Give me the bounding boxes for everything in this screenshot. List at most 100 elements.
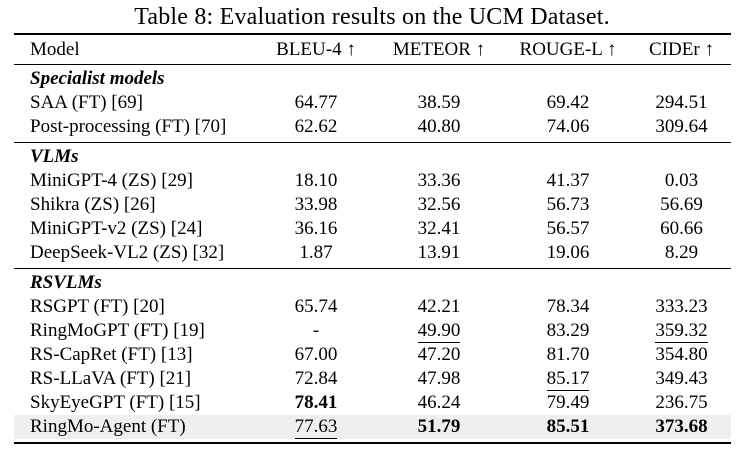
metric-value: 8.29 bbox=[664, 242, 699, 263]
metric-value: 33.98 bbox=[294, 194, 338, 215]
results-table: Model BLEU-4 ↑ METEOR ↑ ROUGE-L ↑ CIDEr ↑ Sp… bbox=[14, 33, 731, 444]
metric-value: 19.06 bbox=[546, 242, 590, 263]
table-header-row: Model BLEU-4 ↑ METEOR ↑ ROUGE-L ↑ CIDEr ↑ bbox=[14, 35, 731, 65]
metric-value: 85.51 bbox=[546, 416, 590, 437]
column-header-model: Model bbox=[30, 38, 80, 60]
metric-value: 60.66 bbox=[660, 218, 703, 239]
metric-cell: 56.73 bbox=[504, 193, 632, 217]
metric-value: 354.80 bbox=[655, 344, 708, 365]
metric-value: 65.74 bbox=[294, 296, 338, 317]
metric-cell: 1.87 bbox=[258, 241, 374, 265]
table-row: RingMo-Agent (FT) 77.63 51.79 85.51 373.68 bbox=[14, 415, 731, 439]
table-row: SkyEyeGPT (FT) [15] 78.41 46.24 79.49 236.75 bbox=[14, 391, 731, 415]
metric-cell: 333.23 bbox=[632, 295, 731, 319]
metric-cell: - bbox=[258, 319, 374, 343]
metric-value: 36.16 bbox=[294, 218, 338, 239]
metric-value: 47.98 bbox=[417, 368, 461, 389]
metric-cell: 373.68 bbox=[632, 415, 731, 439]
metric-cell: 18.10 bbox=[258, 169, 374, 193]
metric-value: 78.41 bbox=[294, 392, 338, 413]
metric-value: 85.17 bbox=[546, 368, 590, 391]
metric-value: 32.56 bbox=[417, 194, 461, 215]
metric-cell: 42.21 bbox=[374, 295, 504, 319]
metric-cell: 60.66 bbox=[632, 217, 731, 241]
model-cell: RSGPT (FT) [20] bbox=[30, 296, 165, 317]
metric-cell: 46.24 bbox=[374, 391, 504, 415]
column-header-metric: METEOR ↑ bbox=[392, 38, 486, 60]
metric-value: 33.36 bbox=[417, 170, 461, 191]
metric-cell: 19.06 bbox=[504, 241, 632, 265]
metric-value: 1.87 bbox=[299, 242, 333, 263]
section-label: VLMs bbox=[30, 146, 79, 167]
metric-value: 51.79 bbox=[417, 416, 461, 437]
metric-cell: 51.79 bbox=[374, 415, 504, 439]
metric-value: 56.73 bbox=[546, 194, 590, 215]
section-label-row: VLMs bbox=[14, 145, 731, 169]
model-cell: MiniGPT-v2 (ZS) [24] bbox=[30, 218, 203, 239]
metric-cell: 69.42 bbox=[504, 91, 632, 115]
metric-cell: 359.32 bbox=[632, 319, 731, 343]
metric-cell: 32.41 bbox=[374, 217, 504, 241]
metric-cell: 309.64 bbox=[632, 115, 731, 139]
metric-value: 42.21 bbox=[417, 296, 461, 317]
metric-value: 56.57 bbox=[546, 218, 590, 239]
table-row: RS-CapRet (FT) [13] 67.00 47.20 81.70 354.80 bbox=[14, 343, 731, 367]
table-row: MiniGPT-v2 (ZS) [24] 36.16 32.41 56.57 60.66 bbox=[14, 217, 731, 241]
table-row: RS-LLaVA (FT) [21] 72.84 47.98 85.17 349.43 bbox=[14, 367, 731, 391]
metric-cell: 67.00 bbox=[258, 343, 374, 367]
metric-cell: 62.62 bbox=[258, 115, 374, 139]
metric-cell: 56.69 bbox=[632, 193, 731, 217]
metric-cell: 13.91 bbox=[374, 241, 504, 265]
metric-cell: 33.98 bbox=[258, 193, 374, 217]
metric-cell: 32.56 bbox=[374, 193, 504, 217]
metric-value: 309.64 bbox=[655, 116, 708, 137]
column-header-metric: CIDEr ↑ bbox=[649, 38, 714, 60]
model-cell: Shikra (ZS) [26] bbox=[30, 194, 156, 215]
model-cell: SAA (FT) [69] bbox=[30, 92, 143, 113]
section-label-row: Specialist models bbox=[14, 67, 731, 91]
metric-cell: 40.80 bbox=[374, 115, 504, 139]
metric-value: 83.29 bbox=[546, 320, 590, 341]
metric-value: 32.41 bbox=[417, 218, 461, 239]
metric-cell: 65.74 bbox=[258, 295, 374, 319]
metric-cell: 85.17 bbox=[504, 367, 632, 391]
metric-cell: 0.03 bbox=[632, 169, 731, 193]
metric-cell: 79.49 bbox=[504, 391, 632, 415]
column-header-metric: ROUGE-L ↑ bbox=[519, 38, 617, 60]
metric-cell: 72.84 bbox=[258, 367, 374, 391]
metric-value: 18.10 bbox=[294, 170, 338, 191]
metric-cell: 78.41 bbox=[258, 391, 374, 415]
metric-cell: 8.29 bbox=[632, 241, 731, 265]
section-label: RSVLMs bbox=[30, 272, 102, 293]
metric-cell: 38.59 bbox=[374, 91, 504, 115]
metric-value: 79.49 bbox=[546, 392, 590, 413]
metric-value: 77.63 bbox=[294, 416, 338, 439]
metric-value: 294.51 bbox=[655, 92, 708, 113]
metric-value: 46.24 bbox=[417, 392, 461, 413]
metric-value: 81.70 bbox=[546, 344, 590, 365]
metric-cell: 236.75 bbox=[632, 391, 731, 415]
table-row: MiniGPT-4 (ZS) [29] 18.10 33.36 41.37 0.03 bbox=[14, 169, 731, 193]
metric-value: 78.34 bbox=[546, 296, 590, 317]
metric-cell: 294.51 bbox=[632, 91, 731, 115]
model-cell: DeepSeek-VL2 (ZS) [32] bbox=[30, 242, 225, 263]
metric-value: 47.20 bbox=[417, 344, 461, 365]
model-cell: RingMoGPT (FT) [19] bbox=[30, 320, 205, 341]
metric-cell: 74.06 bbox=[504, 115, 632, 139]
metric-value: 38.59 bbox=[417, 92, 461, 113]
metric-value: 67.00 bbox=[294, 344, 338, 365]
metric-cell: 36.16 bbox=[258, 217, 374, 241]
metric-value: 62.62 bbox=[294, 116, 338, 137]
metric-value: 236.75 bbox=[655, 392, 708, 413]
table-row: RingMoGPT (FT) [19] - 49.90 83.29 359.32 bbox=[14, 319, 731, 343]
table-row: Post-processing (FT) [70] 62.62 40.80 74.06… bbox=[14, 115, 731, 139]
metric-value: - bbox=[312, 320, 320, 341]
model-cell: RingMo-Agent (FT) bbox=[30, 416, 186, 437]
model-cell: RS-LLaVA (FT) [21] bbox=[30, 368, 192, 389]
section-label: Specialist models bbox=[30, 68, 165, 89]
metric-cell: 64.77 bbox=[258, 91, 374, 115]
metric-value: 72.84 bbox=[294, 368, 338, 389]
metric-cell: 77.63 bbox=[258, 415, 374, 439]
metric-value: 69.42 bbox=[546, 92, 590, 113]
